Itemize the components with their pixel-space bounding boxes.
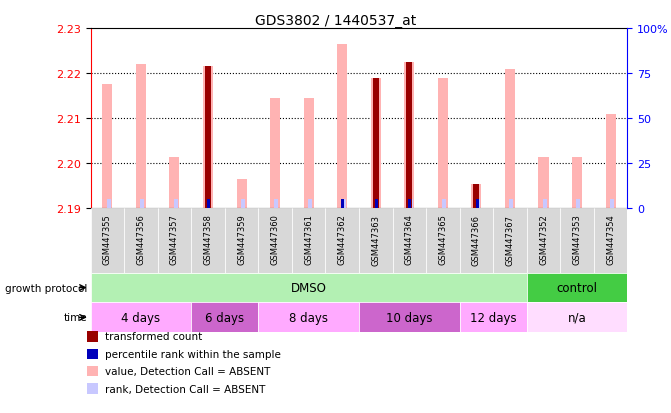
Text: 4 days: 4 days [121, 311, 160, 324]
Text: percentile rank within the sample: percentile rank within the sample [105, 349, 280, 359]
Bar [527, 209, 560, 273]
Text: GSM447357: GSM447357 [170, 214, 179, 265]
Text: GSM447352: GSM447352 [539, 214, 548, 265]
Text: GDS3802 / 1440537_at: GDS3802 / 1440537_at [255, 14, 416, 28]
Bar [191, 209, 225, 273]
Text: GSM447353: GSM447353 [572, 214, 582, 265]
Bar [493, 209, 527, 273]
Bar [460, 303, 527, 332]
Bar [158, 209, 191, 273]
Bar [476, 200, 480, 209]
Bar [338, 45, 348, 209]
Text: GSM447356: GSM447356 [136, 214, 146, 265]
Bar [610, 200, 614, 209]
Bar [594, 209, 627, 273]
Bar [359, 303, 460, 332]
Text: GSM447355: GSM447355 [103, 214, 112, 265]
Bar [303, 99, 313, 209]
Bar [370, 78, 380, 209]
Bar [191, 303, 258, 332]
Bar [258, 209, 292, 273]
Bar [572, 157, 582, 209]
Bar [270, 99, 280, 209]
Bar [225, 209, 258, 273]
Bar [103, 85, 113, 209]
Bar [91, 209, 124, 273]
Bar [409, 200, 411, 209]
Bar [241, 200, 245, 209]
Text: GSM447359: GSM447359 [237, 214, 246, 265]
Bar [527, 303, 627, 332]
Text: 8 days: 8 days [289, 311, 328, 324]
Bar [442, 200, 446, 209]
Bar [404, 63, 414, 209]
Bar [207, 200, 210, 209]
Text: GSM447363: GSM447363 [371, 214, 380, 265]
Text: 6 days: 6 days [205, 311, 244, 324]
Text: GSM447364: GSM447364 [405, 214, 414, 265]
Bar [292, 209, 325, 273]
Bar [393, 209, 426, 273]
Bar [236, 180, 247, 209]
Text: GSM447365: GSM447365 [438, 214, 448, 265]
Text: GSM447358: GSM447358 [203, 214, 213, 265]
Text: DMSO: DMSO [291, 281, 327, 294]
Bar [203, 67, 213, 209]
Bar [174, 200, 178, 209]
Bar [576, 200, 580, 209]
Bar [437, 78, 448, 209]
Bar [505, 69, 515, 209]
Bar [91, 303, 191, 332]
Bar [543, 200, 547, 209]
Bar [169, 157, 180, 209]
Bar [274, 200, 278, 209]
Bar [342, 200, 346, 209]
Bar [325, 209, 359, 273]
Bar [124, 209, 158, 273]
Bar [91, 273, 527, 303]
Bar [474, 184, 479, 209]
Bar [359, 209, 393, 273]
Bar [471, 184, 482, 209]
Text: GSM447366: GSM447366 [472, 214, 481, 265]
Bar [509, 200, 513, 209]
Bar [538, 157, 549, 209]
Bar [342, 200, 344, 209]
Text: transformed count: transformed count [105, 332, 202, 342]
Text: time: time [64, 313, 87, 323]
Bar [205, 67, 211, 209]
Bar [107, 200, 111, 209]
Text: 10 days: 10 days [386, 311, 433, 324]
Text: growth protocol: growth protocol [5, 283, 87, 293]
Bar [207, 200, 211, 209]
Text: GSM447361: GSM447361 [304, 214, 313, 265]
Bar [527, 273, 627, 303]
Bar [136, 65, 146, 209]
Text: control: control [556, 281, 598, 294]
Bar [409, 200, 413, 209]
Bar [140, 200, 144, 209]
Bar [605, 114, 616, 209]
Text: rank, Detection Call = ABSENT: rank, Detection Call = ABSENT [105, 384, 265, 394]
Bar [476, 200, 478, 209]
Text: 12 days: 12 days [470, 311, 517, 324]
Bar [460, 209, 493, 273]
Bar [375, 200, 378, 209]
Text: GSM447367: GSM447367 [505, 214, 515, 265]
Bar [375, 200, 379, 209]
Text: n/a: n/a [568, 311, 586, 324]
Text: value, Detection Call = ABSENT: value, Detection Call = ABSENT [105, 366, 270, 376]
Text: GSM447362: GSM447362 [338, 214, 347, 265]
Bar [258, 303, 359, 332]
Text: GSM447354: GSM447354 [606, 214, 615, 265]
Bar [560, 209, 594, 273]
Bar [407, 63, 412, 209]
Bar [426, 209, 460, 273]
Text: GSM447360: GSM447360 [270, 214, 280, 265]
Bar [308, 200, 312, 209]
Bar [373, 78, 378, 209]
